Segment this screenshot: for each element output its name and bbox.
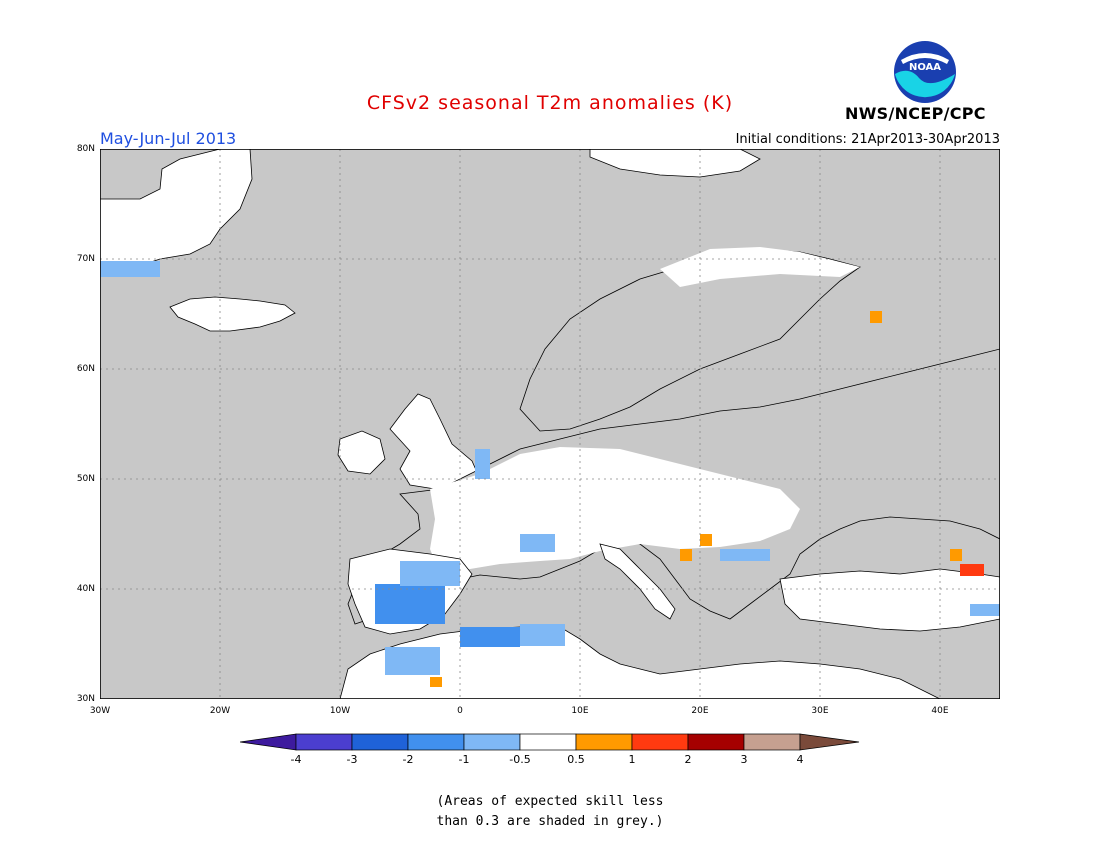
colorbar — [240, 733, 860, 751]
colorbar-label-m1: -1 — [458, 753, 470, 766]
lon-tick-20w: 20W — [209, 706, 231, 716]
colorbar-label-2: 2 — [684, 753, 692, 766]
colorbar-label-1: 1 — [628, 753, 636, 766]
anomaly-map — [100, 149, 1000, 699]
anomaly-patch-alps — [520, 534, 555, 552]
colorbar-swatch-gt-4 — [799, 733, 860, 751]
anomaly-patch-caucasus-warm — [960, 564, 984, 576]
lat-tick-40n: 40N — [76, 584, 95, 594]
anomaly-patch-east-turkey — [970, 604, 1000, 616]
anomaly-patch-iberia — [375, 584, 445, 624]
anomaly-patch-iberia-light — [400, 561, 460, 586]
skill-note-line-1: (Areas of expected skill less — [436, 794, 664, 809]
colorbar-swatch-neutral — [519, 733, 577, 751]
lat-tick-80n: 80N — [76, 144, 95, 154]
anomaly-patch-caucasus-orange — [950, 549, 962, 561]
initial-conditions: Initial conditions: 21Apr2013-30Apr2013 — [735, 132, 1000, 147]
svalbard-land — [589, 149, 761, 178]
anomaly-patch-morocco — [385, 647, 440, 675]
lat-tick-50n: 50N — [76, 474, 95, 484]
lon-tick-30w: 30W — [89, 706, 111, 716]
colorbar-label-m3: -3 — [346, 753, 358, 766]
colorbar-swatch-m4-m3 — [295, 733, 353, 751]
ireland-land — [337, 430, 386, 475]
colorbar-label-m4: -4 — [290, 753, 302, 766]
anomaly-patch-algeria-warm — [430, 677, 442, 687]
lat-tick-60n: 60N — [76, 364, 95, 374]
noaa-logo: NOAA — [894, 41, 956, 103]
anomaly-patch-greece-warm — [700, 534, 712, 546]
colorbar-swatch-m1-m05 — [463, 733, 521, 751]
lon-tick-10w: 10W — [329, 706, 351, 716]
anomaly-patch-greenland — [100, 261, 160, 277]
chart-title: CFSv2 seasonal T2m anomalies (K) — [366, 92, 734, 114]
logo-text: NOAA — [909, 62, 941, 73]
map-graticule — [100, 149, 1000, 699]
colorbar-label-05: 0.5 — [567, 753, 585, 766]
colorbar-swatch-1-2 — [631, 733, 689, 751]
forecast-period: May-Jun-Jul 2013 — [100, 129, 237, 148]
anomaly-patch-balkans — [720, 549, 770, 561]
colorbar-label-m05: -0.5 — [509, 753, 531, 766]
colorbar-swatch-m2-m1 — [407, 733, 465, 751]
colorbar-swatch-05-1 — [575, 733, 633, 751]
skill-note: (Areas of expected skill less than 0.3 a… — [0, 792, 1100, 832]
lon-tick-40e: 40E — [931, 706, 949, 716]
colorbar-swatch-lt-4 — [240, 733, 297, 751]
italy-land — [599, 543, 676, 620]
lon-tick-20e: 20E — [691, 706, 709, 716]
lat-tick-30n: 30N — [76, 694, 95, 704]
lon-tick-30e: 30E — [811, 706, 829, 716]
anomaly-patch-russia-warm — [870, 311, 882, 323]
anomaly-patch-benelux — [475, 449, 490, 479]
northern-scandinavia-white — [660, 247, 860, 287]
agency-label: NWS/NCEP/CPC — [845, 104, 986, 123]
lon-tick-10e: 10E — [571, 706, 589, 716]
lon-tick-0: 0 — [457, 706, 463, 716]
colorbar-swatch-2-3 — [687, 733, 745, 751]
scandinavia-land — [519, 248, 861, 432]
colorbar-label-3: 3 — [740, 753, 748, 766]
colorbar-label-4: 4 — [796, 753, 804, 766]
anomaly-patch-north-africa-light — [520, 624, 565, 646]
skill-note-line-2: than 0.3 are shaded in grey.) — [436, 814, 664, 829]
anomaly-patch-balkans-warm — [680, 549, 692, 561]
colorbar-swatch-m3-m2 — [351, 733, 409, 751]
lat-tick-70n: 70N — [76, 254, 95, 264]
turkey-land — [779, 568, 1000, 632]
colorbar-label-m2: -2 — [402, 753, 414, 766]
anomaly-patch-north-africa — [460, 627, 520, 647]
colorbar-swatch-3-4 — [743, 733, 801, 751]
iceland-land — [169, 296, 296, 332]
